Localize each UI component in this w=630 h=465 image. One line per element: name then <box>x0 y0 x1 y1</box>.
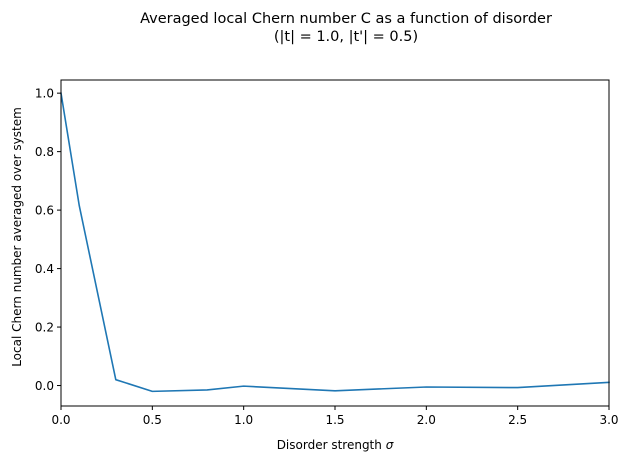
x-axis-label-symbol: σ <box>386 438 394 452</box>
y-tick-label: 0.4 <box>35 262 54 276</box>
y-tick-label: 0.2 <box>35 321 54 335</box>
x-tick-label: 3.0 <box>599 413 618 427</box>
x-tick-label: 0.5 <box>143 413 162 427</box>
x-tick-label: 2.5 <box>508 413 527 427</box>
x-axis-label: Disorder strength σ <box>277 438 394 452</box>
x-axis-label-text: Disorder strength <box>277 438 386 452</box>
y-tick-label: 0.8 <box>35 145 54 159</box>
series-line-0 <box>60 92 610 393</box>
axes-frame <box>60 79 610 407</box>
x-axis-ticks: 0.0 0.5 1.0 1.5 2.0 2.5 3.0 <box>51 406 619 427</box>
x-tick-label: 0.0 <box>51 413 70 427</box>
y-axis-ticks: 0.0 0.2 0.4 0.6 0.8 1.0 <box>35 87 61 393</box>
plot-area <box>60 79 610 407</box>
x-tick-label: 1.0 <box>234 413 253 427</box>
x-tick-label: 1.5 <box>325 413 344 427</box>
y-axis-label: Local Chern number averaged over system <box>10 107 24 367</box>
chart-title-line1: Averaged local Chern number C as a funct… <box>140 11 552 27</box>
y-tick-label: 0.6 <box>35 204 54 218</box>
y-tick-label: 0.0 <box>35 379 54 393</box>
x-tick-label: 2.0 <box>417 413 436 427</box>
y-tick-label: 1.0 <box>35 87 54 101</box>
chart-title-line2: (|t| = 1.0, |t'| = 0.5) <box>274 29 418 45</box>
